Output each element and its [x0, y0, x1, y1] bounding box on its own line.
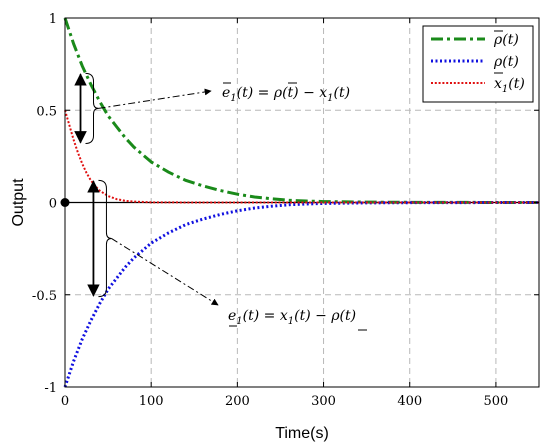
- x-tick-label: 0: [61, 394, 69, 409]
- x-tick-label: 100: [139, 394, 164, 409]
- legend-label-1: ρ(t): [493, 54, 519, 70]
- legend: ρ(t) ρ(t) x1(t): [422, 25, 534, 103]
- legend-label-0: ρ(t): [493, 32, 519, 48]
- x-tick-label: 200: [225, 394, 250, 409]
- y-tick-label: -0.5: [32, 289, 57, 304]
- y-tick-label: -1: [44, 381, 57, 396]
- annotation-upper-error: e1(t) = ρ(t) − x1(t): [222, 85, 350, 104]
- error-lower-brace: [98, 179, 112, 298]
- x-tick-label: 300: [311, 394, 336, 409]
- error-upper-brace: [85, 72, 99, 144]
- x-axis-label: Time(s): [275, 425, 329, 442]
- legend-label-2: x1(t): [494, 76, 525, 95]
- series-line-2: [64, 109, 539, 204]
- x-tick-label: 400: [397, 394, 422, 409]
- annotations: e1(t) = ρ(t) − x1(t) e1(t) = x1(t) − ρ(t): [74, 72, 367, 331]
- annotation-lower-error: e1(t) = x1(t) − ρ(t): [228, 308, 356, 327]
- y-axis-label: Output: [10, 178, 27, 227]
- error-upper-leader: [98, 88, 212, 109]
- axes: 0 100 200 300 400 500 -1 -0.5 0 0.5 1 Time(s) Output: [10, 12, 540, 442]
- y-tick-label: 0: [49, 197, 57, 212]
- y-tick-label: 1: [49, 12, 57, 27]
- y-tick-label: 0.5: [36, 104, 57, 119]
- x-tick-label: 500: [483, 394, 508, 409]
- error-lower-leader: [111, 238, 219, 306]
